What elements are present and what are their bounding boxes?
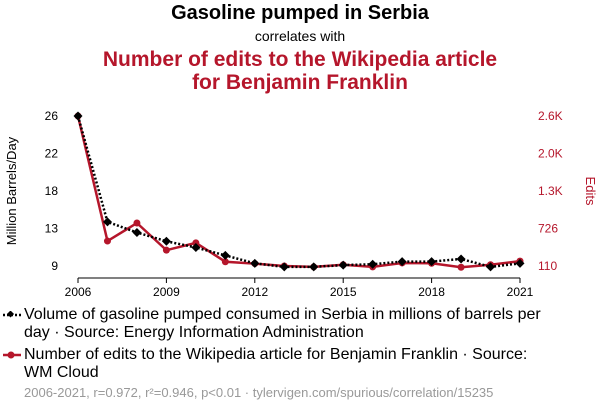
y-right-tick-label: 726: [538, 222, 558, 236]
y-left-tick-label: 18: [45, 184, 59, 198]
y-left-tick-label: 26: [45, 109, 59, 123]
series-gasoline-point: [486, 262, 496, 272]
series-gasoline-point: [368, 259, 378, 269]
series-gasoline-point: [220, 250, 230, 260]
series-gasoline-point: [102, 217, 112, 227]
series-edits-point: [221, 258, 229, 266]
x-tick-label: 2018: [418, 285, 445, 299]
x-tick-label: 2006: [65, 285, 92, 299]
x-tick-label: 2009: [153, 285, 180, 299]
series-gasoline-point: [338, 260, 348, 270]
series-edits-point: [457, 263, 465, 271]
y-left-tick-label: 9: [51, 259, 58, 273]
legend-swatch-gasoline: [3, 311, 21, 318]
y-right-tick-label: 1.3K: [538, 184, 563, 198]
x-tick-label: 2021: [507, 285, 534, 299]
series-gasoline-point: [279, 262, 289, 272]
series-edits-point: [103, 237, 111, 245]
series-gasoline-point: [161, 236, 171, 246]
series-gasoline-point: [73, 111, 83, 121]
series-edits-point: [192, 239, 200, 247]
series-gasoline-point: [515, 258, 525, 268]
y-right-tick-label: 2.0K: [538, 147, 563, 161]
chart-title-secondary: Number of edits to the Wikipedia article…: [102, 48, 498, 94]
series-gasoline-point: [250, 258, 260, 268]
series-gasoline-point: [427, 257, 437, 267]
y-right-axis-label: Edits: [583, 177, 598, 206]
chart-title: Gasoline pumped in Serbia: [171, 2, 429, 24]
series-gasoline-point: [397, 257, 407, 267]
line-chart: 2006 2009 2012 2015 2018 2021 26 22 18 13 9 2.6K 2.0…: [4, 109, 598, 299]
series-gasoline-point: [309, 262, 319, 272]
series-gasoline-point: [191, 242, 201, 252]
series-gasoline-point: [456, 254, 466, 264]
legend-text-gasoline: Volume of gasoline pumped consumed in Se…: [24, 306, 541, 341]
y-right-tick-label: 110: [538, 259, 557, 273]
series-gasoline-line: [76, 115, 521, 269]
y-left-axis-label: Million Barrels/Day: [4, 136, 19, 245]
x-tick-label: 2012: [241, 285, 268, 299]
y-left-tick-label: 22: [45, 147, 59, 161]
legend-swatch-edits: [3, 351, 21, 359]
series-edits-point: [133, 219, 141, 227]
chart-footer: 2006-2021, r=0.972, r²=0.946, p<0.01 · t…: [24, 385, 494, 400]
y-left-tick-label: 13: [45, 222, 59, 236]
series-edits-point: [162, 246, 170, 254]
y-right-tick-label: 2.6K: [538, 109, 563, 123]
series-gasoline-point: [132, 227, 142, 237]
legend-text-edits: Number of edits to the Wikipedia article…: [24, 346, 528, 381]
chart-subtitle: correlates with: [254, 28, 346, 44]
series-edits-line: [76, 115, 521, 269]
x-tick-label: 2015: [330, 285, 357, 299]
